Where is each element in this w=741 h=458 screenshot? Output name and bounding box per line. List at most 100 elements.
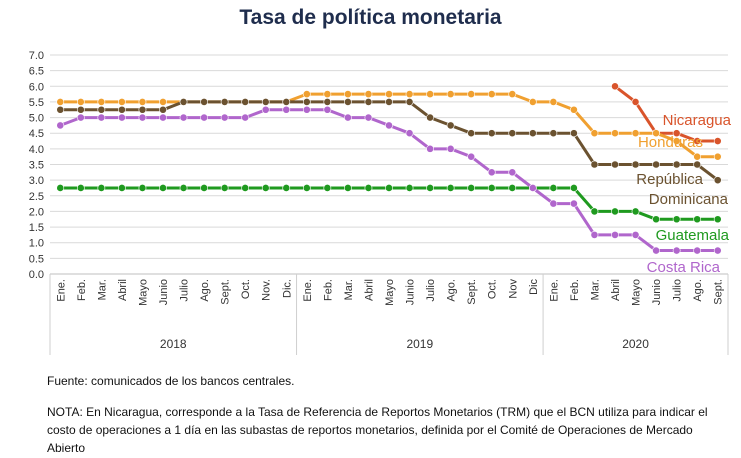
data-point	[138, 98, 147, 106]
x-tick-label: Junio	[158, 279, 170, 305]
axis-layer: 0.0 0.5 1.0 1.5 2.0 2.5 3.0 3.5 4.0 4.5 5.0 5.5 6.0 6…	[29, 50, 729, 355]
data-point	[693, 160, 702, 169]
data-point	[385, 98, 393, 106]
data-point	[405, 98, 414, 106]
data-point	[570, 199, 578, 208]
series-label: Costa Rica	[647, 259, 721, 276]
data-point	[344, 98, 352, 106]
x-tick-label: Ago.	[199, 279, 211, 302]
data-point	[611, 207, 619, 216]
y-tick-label: 3.5	[29, 160, 44, 172]
data-point	[631, 230, 640, 239]
line-chart: 0.0 0.5 1.0 1.5 2.0 2.5 3.0 3.5 4.0 4.5 5.0 5.5 6.0 6…	[29, 50, 732, 355]
data-point	[261, 105, 270, 114]
data-point	[118, 113, 126, 122]
y-tick-label: 5.0	[29, 113, 44, 125]
data-point	[611, 82, 619, 91]
x-tick-label: Mar.	[589, 279, 601, 300]
x-tick-label: Oct.	[487, 279, 499, 299]
data-point	[159, 98, 167, 106]
series-line	[58, 100, 720, 182]
data-point	[528, 184, 537, 192]
data-point	[364, 98, 373, 106]
data-point	[385, 184, 393, 192]
x-tick-label: Abril	[610, 279, 622, 301]
data-point	[713, 152, 722, 161]
y-tick-label: 4.5	[29, 128, 44, 140]
data-point	[713, 137, 722, 145]
data-point	[693, 152, 702, 161]
data-point	[672, 137, 681, 145]
data-point	[241, 184, 250, 192]
x-tick-label: Mayo	[137, 279, 149, 306]
data-point	[487, 90, 496, 99]
data-point	[426, 184, 434, 192]
data-point	[467, 90, 476, 99]
data-point	[549, 184, 558, 192]
year-label: 2020	[622, 337, 649, 351]
x-tick-label: Sept.	[713, 279, 725, 305]
x-tick-label: Oct.	[240, 279, 252, 299]
data-point	[528, 129, 537, 138]
data-point	[508, 184, 517, 192]
data-point	[508, 168, 517, 177]
series-label: Nicaragua	[663, 112, 732, 129]
data-point	[261, 184, 270, 192]
data-point	[241, 98, 250, 106]
data-point	[76, 184, 85, 192]
data-point	[713, 215, 722, 224]
data-point	[118, 98, 126, 106]
data-point	[302, 184, 311, 192]
data-point	[76, 105, 85, 114]
data-point	[159, 184, 167, 192]
data-point	[138, 105, 147, 114]
x-tick-label: Mar.	[96, 279, 108, 300]
data-point	[364, 90, 373, 99]
data-point	[302, 98, 311, 106]
x-tick-label: Sept.	[220, 279, 232, 305]
data-point	[467, 129, 476, 138]
data-point	[672, 160, 681, 169]
year-label: 2018	[160, 337, 187, 351]
data-point	[118, 105, 126, 114]
data-point	[549, 199, 558, 208]
data-point	[487, 168, 496, 177]
data-point	[138, 113, 147, 122]
data-point	[528, 98, 537, 106]
data-point	[200, 98, 208, 106]
data-point	[426, 144, 434, 153]
data-point	[364, 184, 373, 192]
data-point	[611, 230, 619, 239]
data-point	[693, 137, 702, 145]
y-tick-label: 6.0	[29, 81, 44, 93]
series-layer	[56, 82, 722, 255]
y-tick-label: 0.5	[29, 253, 44, 265]
x-tick-label: Abril	[117, 279, 129, 301]
x-tick-label: Feb.	[76, 279, 88, 301]
x-tick-label: Junio	[651, 279, 663, 305]
source-note: Fuente: comunicados de los bancos centra…	[47, 374, 295, 388]
data-point	[590, 160, 599, 169]
data-point	[693, 246, 702, 255]
data-point	[302, 90, 311, 99]
data-point	[446, 121, 455, 130]
data-point	[323, 184, 332, 192]
data-point	[220, 113, 229, 122]
data-point	[405, 129, 414, 138]
data-point	[713, 246, 722, 255]
data-point	[467, 184, 476, 192]
data-point	[200, 184, 208, 192]
footnote: NOTA: En Nicaragua, corresponde a la Tas…	[47, 405, 708, 455]
chart-title: Tasa de política monetaria	[239, 6, 502, 29]
data-point	[200, 113, 208, 122]
x-tick-label: Ago.	[692, 279, 704, 302]
data-point	[570, 184, 578, 192]
data-point	[611, 129, 619, 138]
data-point	[323, 90, 332, 99]
data-point	[282, 98, 291, 106]
x-tick-label: Julio	[672, 279, 684, 302]
data-point	[611, 160, 619, 169]
data-point	[282, 105, 291, 114]
data-point	[385, 90, 393, 99]
x-tick-label: Ene.	[302, 279, 314, 302]
